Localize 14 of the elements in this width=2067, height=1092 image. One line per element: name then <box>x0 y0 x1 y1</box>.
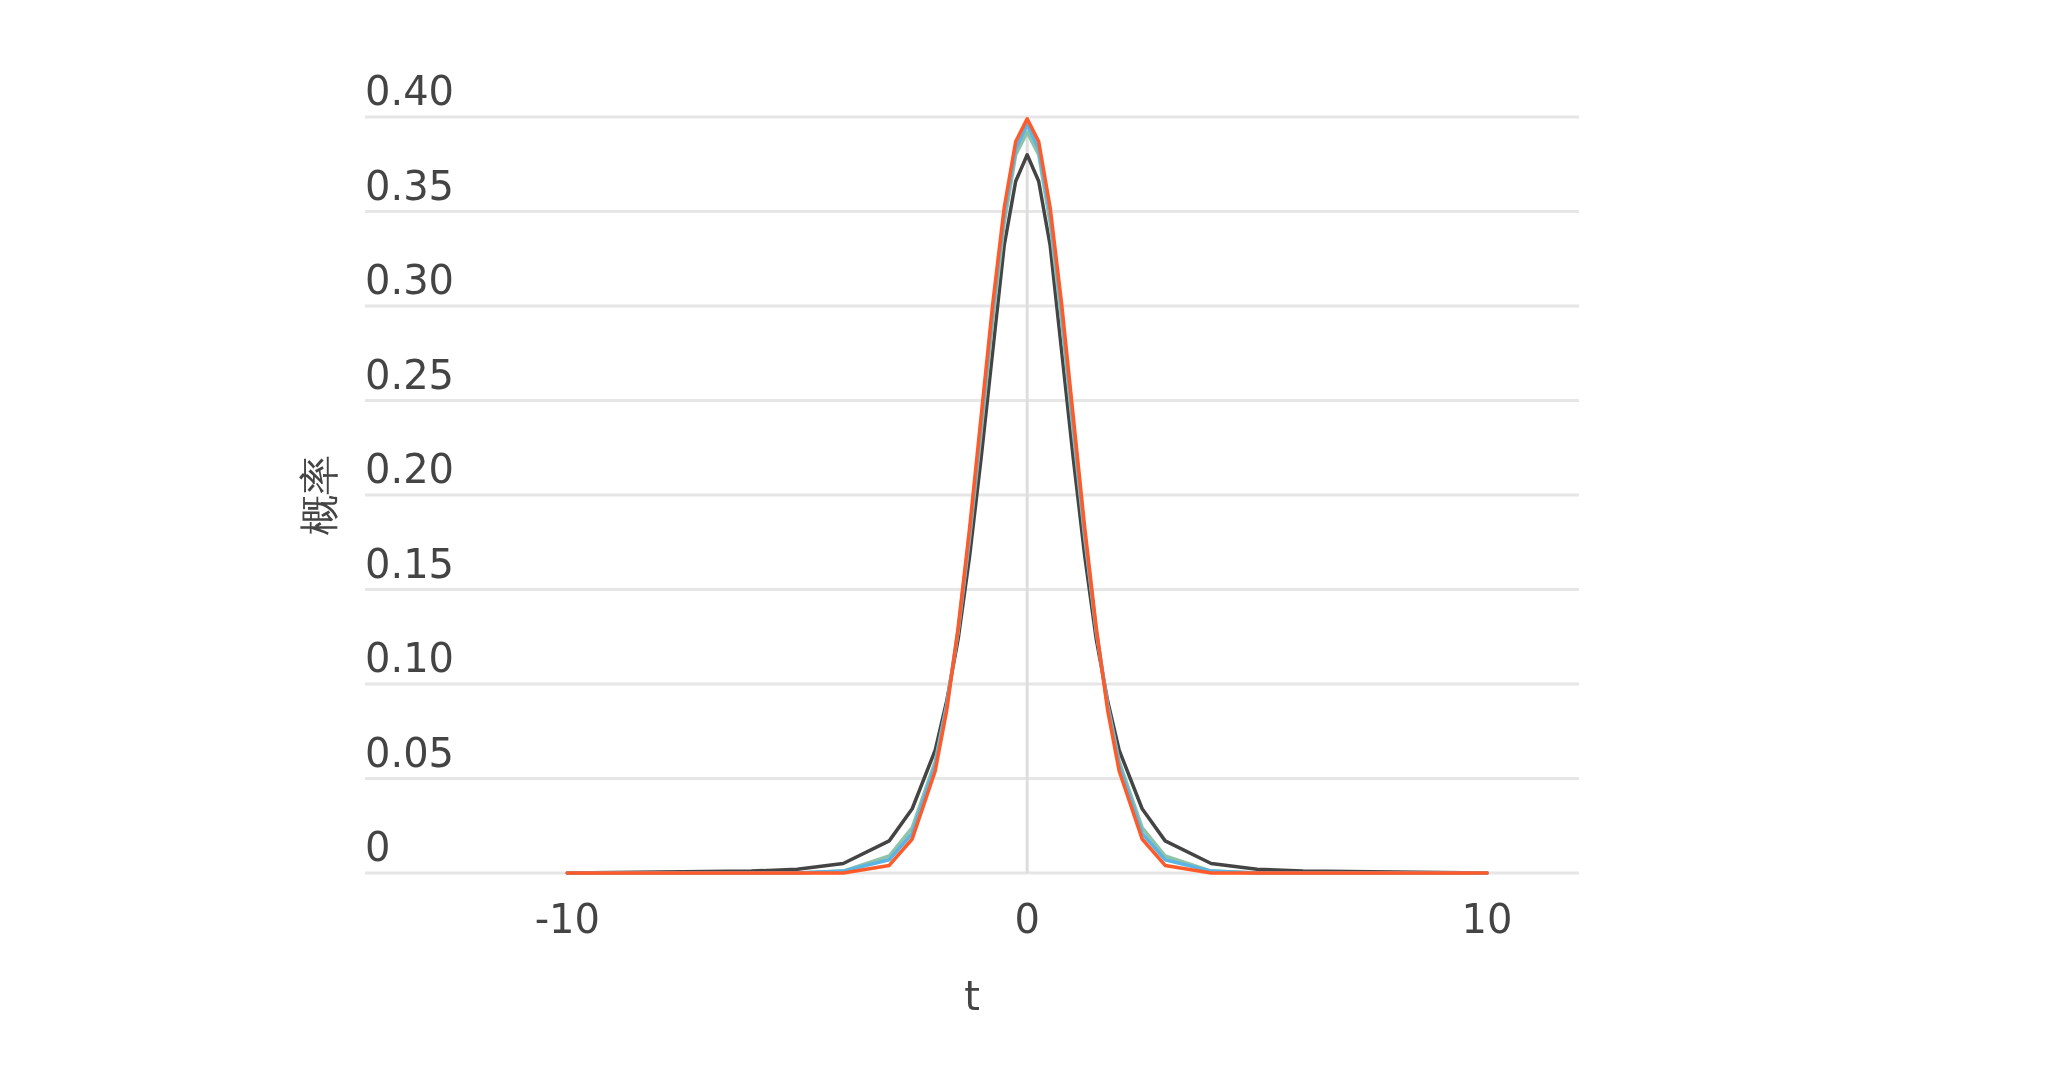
y-tick-label: 0.15 <box>365 540 455 587</box>
y-tick-label: 0.20 <box>365 446 455 492</box>
y-tick-label: 0.35 <box>365 162 455 209</box>
y-tick-label: 0.25 <box>365 351 455 398</box>
x-tick-label: 10 <box>1461 896 1513 942</box>
y-tick-label: 0 <box>365 824 391 870</box>
x-tick-label: 0 <box>1014 896 1040 942</box>
y-tick-label: 0.40 <box>365 68 455 114</box>
y-tick-label: 0.05 <box>365 729 455 776</box>
y-tick-label: 0.10 <box>365 635 455 681</box>
y-axis-title: 概率 <box>296 455 342 535</box>
x-axis-title: t <box>964 973 980 1019</box>
y-tick-label: 0.30 <box>365 257 455 303</box>
x-tick-label: -10 <box>534 896 601 942</box>
